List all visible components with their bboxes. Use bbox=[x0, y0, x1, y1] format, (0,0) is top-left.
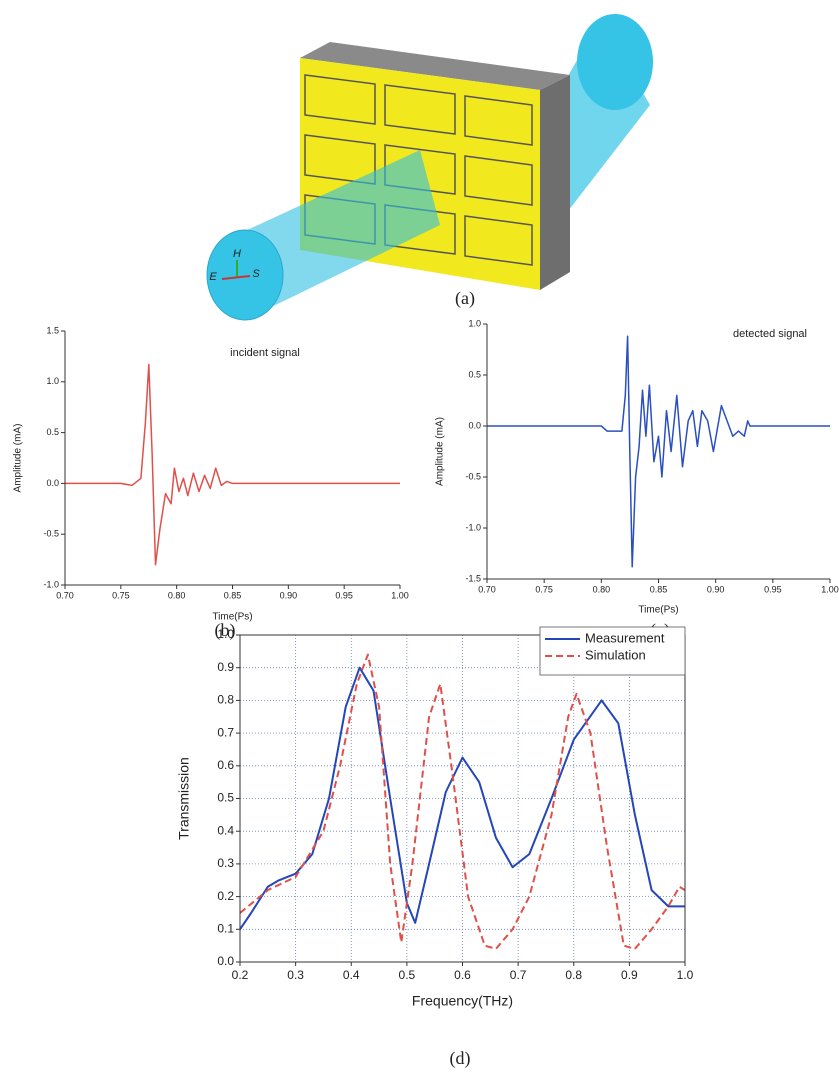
y-tick-label: 0.8 bbox=[217, 693, 234, 707]
chart-title: incident signal bbox=[230, 347, 300, 359]
axis-label: S bbox=[252, 268, 260, 280]
x-tick-label: 0.2 bbox=[232, 968, 249, 982]
y-tick-label: 0.1 bbox=[217, 921, 234, 935]
y-tick-label: 0.5 bbox=[468, 369, 481, 379]
y-tick-label: 1.5 bbox=[46, 325, 59, 335]
y-tick-label: 0.6 bbox=[217, 758, 234, 772]
y-tick-label: -0.5 bbox=[43, 529, 59, 539]
figure: H E S (a) -1.0 -0.5 0.0 0.5 1.0 1.5 0.70 0.75 0.… bbox=[0, 0, 839, 1078]
y-tick-label: -0.5 bbox=[465, 471, 481, 481]
x-tick-label: 0.85 bbox=[650, 584, 668, 594]
x-tick-label: 0.80 bbox=[593, 584, 611, 594]
axes bbox=[65, 331, 400, 585]
chart-title: detected signal bbox=[733, 328, 807, 340]
legend-label: Measurement bbox=[585, 630, 665, 645]
x-tick-label: 0.90 bbox=[707, 584, 725, 594]
x-tick-label: 0.6 bbox=[454, 968, 471, 982]
y-tick-label: 0.0 bbox=[468, 420, 481, 430]
y-tick-label: 0.0 bbox=[217, 954, 234, 968]
x-tick-label: 0.5 bbox=[399, 968, 416, 982]
x-tick-label: 0.70 bbox=[478, 584, 496, 594]
y-axis-label: Amplitude (mA) bbox=[435, 417, 446, 486]
y-axis-label: Amplitude (mA) bbox=[13, 424, 24, 493]
y-tick-label: 1.0 bbox=[468, 318, 481, 328]
axis-label: E bbox=[209, 271, 217, 283]
beam-end-back bbox=[577, 14, 653, 110]
x-tick-label: 0.7 bbox=[510, 968, 527, 982]
x-tick-label: 0.75 bbox=[112, 590, 130, 600]
caption: (d) bbox=[450, 1048, 471, 1069]
x-tick-label: 0.85 bbox=[224, 590, 242, 600]
y-tick-label: 1.0 bbox=[217, 627, 234, 641]
x-tick-label: 1.00 bbox=[821, 584, 839, 594]
x-tick-label: 1.00 bbox=[391, 590, 409, 600]
x-tick-label: 0.3 bbox=[287, 968, 304, 982]
y-tick-label: 1.0 bbox=[46, 376, 59, 386]
x-tick-label: 0.80 bbox=[168, 590, 186, 600]
y-tick-label: 0.7 bbox=[217, 725, 234, 739]
data-line bbox=[487, 336, 830, 567]
y-tick-label: 0.3 bbox=[217, 856, 234, 870]
x-tick-label: 1.0 bbox=[677, 968, 694, 982]
caption: (a) bbox=[455, 288, 475, 309]
x-axis-label: Frequency(THz) bbox=[412, 993, 513, 1009]
x-tick-label: 0.70 bbox=[56, 590, 74, 600]
data-line bbox=[65, 365, 400, 565]
slab-side bbox=[540, 75, 570, 290]
y-tick-label: -1.5 bbox=[465, 573, 481, 583]
y-tick-label: 0.9 bbox=[217, 660, 234, 674]
illustration: H E S (a) bbox=[207, 14, 653, 320]
y-tick-label: 0.4 bbox=[217, 823, 234, 837]
legend-label: Simulation bbox=[585, 647, 646, 662]
axis-label: H bbox=[233, 248, 241, 260]
x-tick-label: 0.4 bbox=[343, 968, 360, 982]
y-tick-label: 0.5 bbox=[46, 427, 59, 437]
y-tick-label: 0.5 bbox=[217, 791, 234, 805]
y-tick-label: -1.0 bbox=[465, 522, 481, 532]
y-tick-label: -1.0 bbox=[43, 579, 59, 589]
axes bbox=[487, 324, 830, 579]
x-tick-label: 0.8 bbox=[565, 968, 582, 982]
x-tick-label: 0.95 bbox=[764, 584, 782, 594]
x-axis-label: Time(Ps) bbox=[638, 605, 678, 616]
y-tick-label: 0.0 bbox=[46, 478, 59, 488]
y-tick-label: 0.2 bbox=[217, 889, 234, 903]
beam-end-front bbox=[207, 230, 283, 320]
x-tick-label: 0.75 bbox=[535, 584, 553, 594]
x-tick-label: 0.95 bbox=[335, 590, 353, 600]
x-tick-label: 0.90 bbox=[280, 590, 298, 600]
x-tick-label: 0.9 bbox=[621, 968, 638, 982]
y-axis-label: Transmission bbox=[176, 757, 192, 840]
